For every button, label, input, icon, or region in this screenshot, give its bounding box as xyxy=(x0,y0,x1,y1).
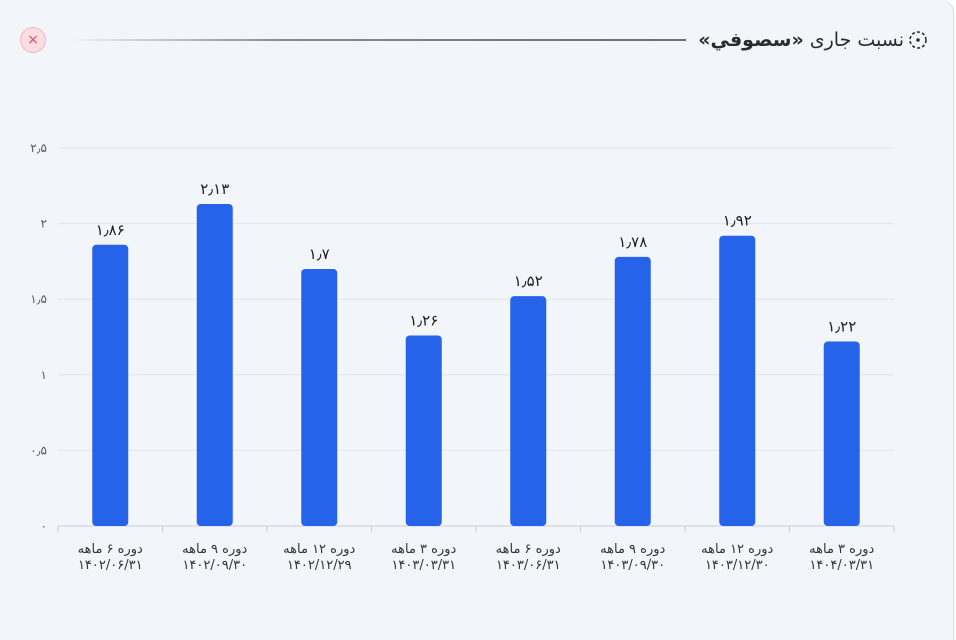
x-tick-label: دوره ۶ ماهه xyxy=(78,542,143,557)
x-tick-label: ۱۴۰۳/۰۳/۳۱ xyxy=(391,558,456,573)
x-tick-label: ۱۴۰۲/۰۹/۳۰ xyxy=(182,558,247,573)
data-label: ۲٫۱۳ xyxy=(200,180,229,198)
bar xyxy=(92,244,129,526)
data-label: ۱٫۲۶ xyxy=(409,311,438,329)
company-name: «سصوفي» xyxy=(698,29,804,51)
y-tick-label: ۰٫۵ xyxy=(30,443,47,457)
dotted-circle-icon xyxy=(909,31,927,49)
y-tick-label: ۱ xyxy=(41,368,47,382)
data-label: ۱٫۸۶ xyxy=(96,221,125,239)
close-button[interactable]: × xyxy=(20,27,46,53)
bar xyxy=(196,203,233,526)
x-tick-label: دوره ۹ ماهه xyxy=(182,542,247,557)
x-tick-label: ۱۴۰۴/۰۳/۳۱ xyxy=(809,558,874,573)
bar xyxy=(719,235,756,527)
x-tick-label: ۱۴۰۲/۱۲/۲۹ xyxy=(287,558,352,573)
title-text: نسبت جاری xyxy=(809,29,904,51)
data-label: ۱٫۷۸ xyxy=(618,233,647,251)
bar xyxy=(823,341,860,526)
y-tick-label: ۰ xyxy=(41,519,47,533)
x-tick-label: دوره ۶ ماهه xyxy=(496,542,561,557)
data-label: ۱٫۲۲ xyxy=(827,318,856,336)
x-tick-label: ۱۴۰۳/۰۶/۳۱ xyxy=(496,558,561,573)
close-icon: × xyxy=(27,32,39,48)
x-tick-label: دوره ۳ ماهه xyxy=(391,542,456,557)
x-tick-label: ۱۴۰۳/۰۹/۳۰ xyxy=(600,558,665,573)
x-tick-label: دوره ۱۲ ماهه xyxy=(701,542,773,557)
x-tick-label: ۱۴۰۳/۱۲/۳۰ xyxy=(705,558,770,573)
data-label: ۱٫۹۲ xyxy=(723,212,752,230)
bar xyxy=(301,268,338,526)
y-tick-label: ۱٫۵ xyxy=(30,292,47,306)
y-tick-label: ۲ xyxy=(41,217,47,231)
y-tick-label: ۲٫۵ xyxy=(30,141,47,155)
x-tick-label: دوره ۳ ماهه xyxy=(809,542,874,557)
bar xyxy=(510,296,547,526)
panel-header: × نسبت جاری «سصوفي» xyxy=(20,24,928,56)
data-label: ۱٫۷ xyxy=(309,245,330,263)
header-divider xyxy=(66,39,687,41)
x-tick-label: ۱۴۰۲/۰۶/۳۱ xyxy=(78,558,143,573)
bar xyxy=(614,256,651,526)
bar xyxy=(405,335,442,526)
x-tick-label: دوره ۱۲ ماهه xyxy=(283,542,355,557)
x-tick-label: دوره ۹ ماهه xyxy=(600,542,665,557)
page-title: نسبت جاری «سصوفي» xyxy=(698,29,928,51)
data-label: ۱٫۵۲ xyxy=(514,272,543,290)
